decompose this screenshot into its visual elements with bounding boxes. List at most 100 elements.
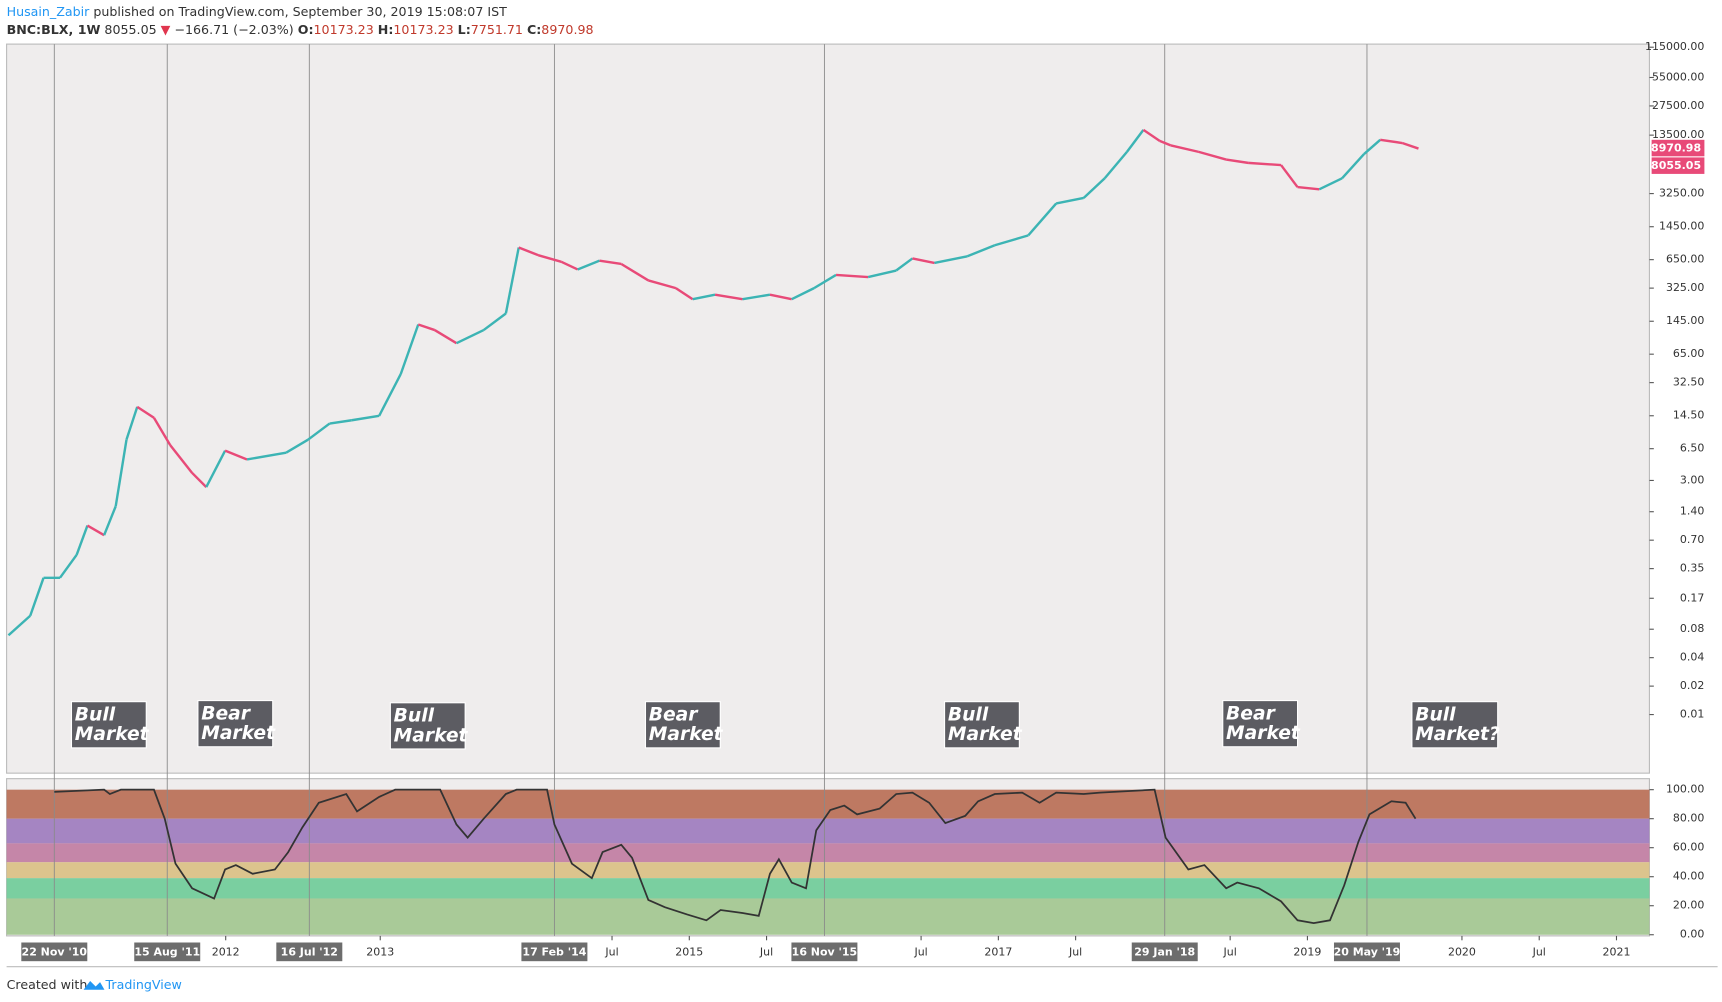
y-tick-label: 1.40 xyxy=(1680,505,1704,518)
y-tick-label: 3.00 xyxy=(1680,473,1704,486)
date-marker xyxy=(134,942,201,962)
price-segment xyxy=(1248,161,1282,167)
band xyxy=(6,843,1650,863)
price-segment xyxy=(1198,150,1227,161)
price-segment xyxy=(1082,177,1106,199)
x-tick-label: 2017 xyxy=(984,945,1012,958)
annotation-text: Market xyxy=(948,724,1023,745)
y-tick-label: 3250.00 xyxy=(1659,187,1704,200)
arrow: ▼ xyxy=(161,21,171,36)
price-segment xyxy=(504,247,520,314)
y-tick-label: 65.00 xyxy=(1673,347,1704,360)
high: 10173.23 xyxy=(393,21,453,36)
price-segment xyxy=(125,406,139,441)
c-label: C: xyxy=(527,21,541,36)
header-line: Husain_Zabir published on TradingView.co… xyxy=(7,4,508,19)
y-tick-label: 0.70 xyxy=(1680,533,1704,546)
price-segment xyxy=(1280,164,1299,188)
date-marker-label: 16 Nov '15 xyxy=(792,945,857,958)
annotation-box xyxy=(944,701,1020,749)
change: −166.71 (−2.03%) xyxy=(174,21,293,36)
annotation-text: Bull xyxy=(75,704,116,725)
date-marker xyxy=(791,942,858,962)
y-tick-label: 100.00 xyxy=(1666,783,1704,796)
published: published on TradingView.com, September … xyxy=(93,4,507,19)
date-marker-label: 16 Jul '12 xyxy=(281,945,338,958)
symbol: BNC:BLX, 1W xyxy=(7,21,101,36)
price-segment xyxy=(791,287,815,301)
annotation-text: Bear xyxy=(1226,703,1277,724)
date-marker xyxy=(1333,942,1400,962)
y-tick-label: 13500.00 xyxy=(1652,128,1704,141)
open: 10173.23 xyxy=(314,21,374,36)
y-tick-label: 27500.00 xyxy=(1652,99,1704,112)
x-tick-label: 2020 xyxy=(1448,945,1476,958)
price-segment xyxy=(1142,128,1161,142)
h-label: H: xyxy=(378,21,394,36)
price-pane xyxy=(6,43,1650,774)
date-marker xyxy=(21,942,88,962)
price-segment xyxy=(205,450,227,488)
date-marker-label: 29 Jan '18 xyxy=(1134,945,1195,958)
price-badge-label: 8055.05 xyxy=(1651,159,1701,172)
footer-brand[interactable]: TradingView xyxy=(105,977,182,992)
y-tick-label: 1450.00 xyxy=(1659,220,1704,233)
y-tick-label: 325.00 xyxy=(1666,281,1704,294)
x-tick-label: Jul xyxy=(759,945,773,958)
price-segment xyxy=(620,262,649,282)
price-segment xyxy=(378,373,402,417)
price-segment xyxy=(560,260,579,271)
price-segment xyxy=(399,324,420,375)
price-segment xyxy=(136,405,155,419)
date-marker-label: 15 Aug '11 xyxy=(134,945,200,958)
x-tick-label: 2012 xyxy=(212,945,240,958)
y-tick-label: 115000.00 xyxy=(1645,40,1704,53)
band xyxy=(6,878,1650,899)
price-segment xyxy=(692,293,716,301)
price-segment xyxy=(1297,185,1320,191)
annotation-text: Market xyxy=(649,724,724,745)
y-tick-label: 32.50 xyxy=(1673,376,1704,389)
annotation-text: Bear xyxy=(649,704,700,725)
date-marker-label: 17 Feb '14 xyxy=(522,945,586,958)
price-segment xyxy=(417,323,436,332)
y-tick-label: 20.00 xyxy=(1673,899,1704,912)
price-segment xyxy=(648,279,677,290)
y-tick-label: 0.35 xyxy=(1680,562,1704,575)
x-tick-label: 2013 xyxy=(366,945,394,958)
price-segment xyxy=(1125,129,1145,153)
price-segment xyxy=(1103,151,1128,180)
y-tick-label: 145.00 xyxy=(1666,314,1704,327)
price-segment xyxy=(482,312,507,332)
footer-text: Created with xyxy=(7,977,88,992)
y-tick-label: 0.17 xyxy=(1680,591,1704,604)
author[interactable]: Husain_Zabir xyxy=(7,4,91,19)
annotation-text: Bull xyxy=(948,704,989,725)
price-segment xyxy=(577,259,601,271)
annotation-box xyxy=(1222,700,1299,748)
x-tick-label: 2021 xyxy=(1602,945,1630,958)
y-tick-label: 650.00 xyxy=(1666,253,1704,266)
price-badge-label: 8970.98 xyxy=(1651,142,1701,155)
y-tick-label: 0.00 xyxy=(1680,928,1704,941)
annotation-text: Market xyxy=(394,725,469,746)
date-marker-label: 20 May '19 xyxy=(1334,945,1401,958)
price-segment xyxy=(75,525,89,556)
price-segment xyxy=(7,614,32,637)
annotation-text: Market xyxy=(201,723,276,744)
price-segment xyxy=(191,472,208,488)
price-segment xyxy=(518,246,539,257)
price-segment xyxy=(537,254,562,263)
low: 7751.71 xyxy=(471,21,523,36)
y-tick-label: 0.04 xyxy=(1680,651,1704,664)
price-segment xyxy=(224,449,248,461)
annotation-text: Market xyxy=(75,724,150,745)
annotation-text: Market xyxy=(1226,723,1301,744)
y-tick-label: 0.02 xyxy=(1680,679,1704,692)
price-segment xyxy=(867,269,897,279)
logo xyxy=(83,980,105,990)
price-badge xyxy=(1651,157,1705,174)
date-marker xyxy=(1131,942,1198,962)
band xyxy=(6,898,1650,935)
y-tick-label: 55000.00 xyxy=(1652,70,1704,83)
